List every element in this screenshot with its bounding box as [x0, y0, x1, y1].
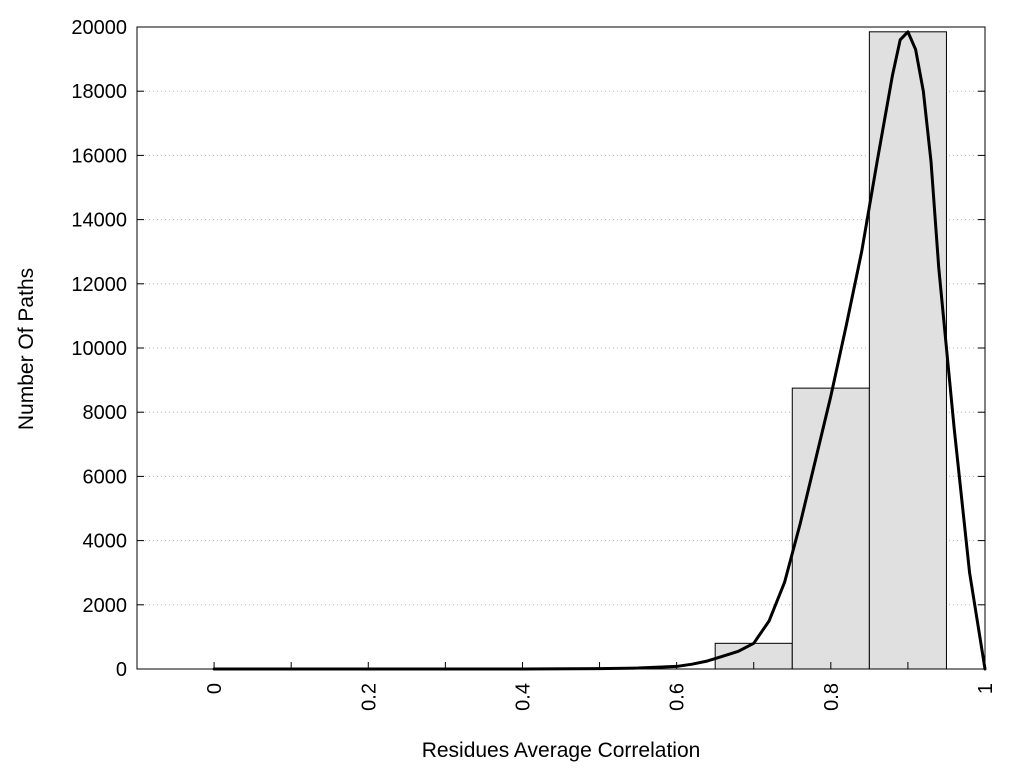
x-tick-label: 0.8	[821, 683, 843, 711]
axis-ticks	[137, 90, 985, 669]
y-tick-label: 2000	[83, 595, 128, 617]
y-tick-label: 20000	[71, 17, 127, 39]
y-tick-label: 14000	[71, 210, 127, 232]
grid-lines	[137, 90, 985, 606]
y-tick-label: 4000	[83, 531, 128, 553]
x-tick-label: 0.4	[512, 683, 534, 711]
x-axis-title: Residues Average Correlation	[422, 739, 701, 762]
y-tick-label: 10000	[71, 338, 127, 360]
histogram-bar	[791, 387, 870, 670]
x-tick-label: 0.6	[667, 683, 689, 711]
y-tick-label: 8000	[83, 402, 128, 424]
y-tick-labels: 0 2000 4000 6000 8000 10000 12000 14000 16000 180…	[71, 17, 127, 681]
y-tick-label: 12000	[71, 274, 127, 296]
y-tick-label: 18000	[71, 81, 127, 103]
y-tick-label: 16000	[71, 145, 127, 167]
histogram-bar	[868, 31, 947, 670]
histogram-bars	[714, 31, 947, 670]
x-tick-label: 0	[204, 683, 226, 694]
y-tick-label: 6000	[83, 466, 128, 488]
x-tick-labels: 0 0.2 0.4 0.6 0.8 1	[204, 683, 997, 711]
y-axis-title: Number Of Paths	[15, 268, 38, 430]
y-tick-label: 0	[116, 659, 127, 681]
x-tick-label: 0.2	[358, 683, 380, 711]
x-tick-label: 1	[975, 683, 997, 694]
